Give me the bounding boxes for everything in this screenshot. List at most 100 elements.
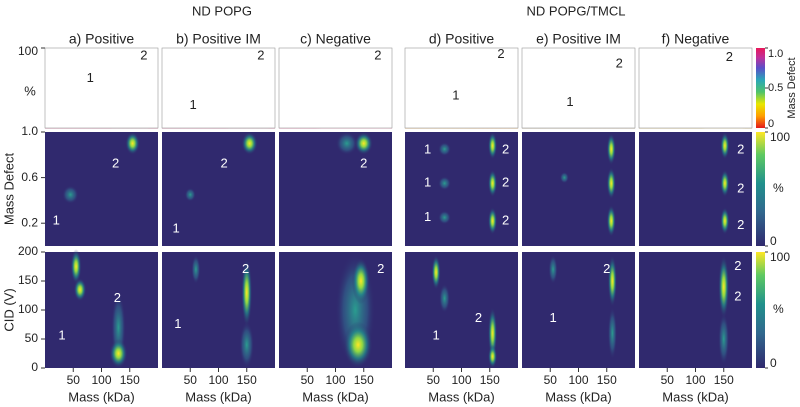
heatmap-bg xyxy=(405,132,518,246)
heatmap-blob xyxy=(488,132,498,160)
x-axis-label: Mass (kDa) xyxy=(662,389,728,404)
y-tick-label: 1.0 xyxy=(21,124,38,138)
x-tick-label: 100 xyxy=(685,373,705,387)
colorbar-tick-label: 0 xyxy=(770,234,777,248)
peak-label: 2 xyxy=(242,261,249,276)
heatmap-blob xyxy=(109,339,128,368)
heatmap-blob xyxy=(606,133,616,166)
peak-label: 2 xyxy=(112,155,119,170)
colorbar-tick-label: 0.5 xyxy=(768,82,783,94)
heatmap-blob xyxy=(438,142,451,156)
x-tick-label: 150 xyxy=(714,373,734,387)
heatmap-blob xyxy=(488,169,498,197)
peak-label: 2 xyxy=(737,142,744,157)
x-axis-label: Mass (kDa) xyxy=(545,389,611,404)
x-tick-label: 50 xyxy=(184,373,198,387)
x-tick-label: 50 xyxy=(544,373,558,387)
heatmap-blob xyxy=(718,312,730,366)
peak-label: 1 xyxy=(549,310,556,325)
panel xyxy=(522,58,635,368)
peak-label: 2 xyxy=(502,212,509,227)
heatmap-blob xyxy=(70,249,82,284)
heatmap-blob xyxy=(62,185,79,204)
heatmap-blob xyxy=(239,321,254,368)
peak-label: 1 xyxy=(174,316,181,331)
heatmap-blob xyxy=(438,176,451,191)
heatmap-blob xyxy=(191,254,201,284)
panel-title: a) Positive xyxy=(69,31,135,47)
heatmap-blob xyxy=(354,132,373,155)
heatmap-blob xyxy=(607,307,617,360)
y-axis-label: % xyxy=(24,83,36,98)
peak-label: 1 xyxy=(424,209,431,224)
peak-label: 1 xyxy=(53,212,60,227)
y-axis-label: Mass Defect xyxy=(1,152,16,225)
peak-label: 2 xyxy=(257,47,264,62)
x-tick-label: 100 xyxy=(451,373,471,387)
panel-title: f) Negative xyxy=(662,31,730,47)
peak-label: 1 xyxy=(87,70,94,85)
panel xyxy=(279,52,392,368)
peak-label: 2 xyxy=(616,55,623,70)
colorbar-label: Mass Defect xyxy=(786,57,798,118)
x-tick-label: 100 xyxy=(568,373,588,387)
hist-frame xyxy=(278,47,393,129)
peak-label: 1 xyxy=(566,94,573,109)
y-tick-label: 0 xyxy=(31,360,38,374)
panel-title: d) Positive xyxy=(429,31,495,47)
hist-frame xyxy=(638,47,753,129)
peak-label: 2 xyxy=(737,180,744,195)
peak-label: 2 xyxy=(734,258,741,273)
hist-frame xyxy=(404,47,519,129)
x-tick-label: 100 xyxy=(325,373,345,387)
panel xyxy=(405,59,518,368)
colorbar xyxy=(756,48,765,128)
peak-label: 2 xyxy=(114,290,121,305)
x-tick-label: 50 xyxy=(301,373,315,387)
peak-label: 2 xyxy=(140,47,147,62)
heatmap-blob xyxy=(241,132,258,155)
group-title: ND POPG/TMCL xyxy=(527,3,626,18)
peak-label: 2 xyxy=(374,47,381,62)
peak-label: 2 xyxy=(726,49,733,64)
x-axis-label: Mass (kDa) xyxy=(68,389,134,404)
heatmap-bg xyxy=(45,132,158,246)
heatmap-bg xyxy=(639,252,752,368)
heatmap-bg xyxy=(522,132,635,246)
peak-label: 2 xyxy=(221,155,228,170)
heatmap-bg xyxy=(639,132,752,246)
x-tick-label: 50 xyxy=(427,373,441,387)
peak-label: 1 xyxy=(452,87,459,102)
hist-frame xyxy=(44,47,159,129)
x-axis-label: Mass (kDa) xyxy=(185,389,251,404)
y-tick-label: 50 xyxy=(25,331,39,345)
peak-label: 2 xyxy=(734,289,741,304)
heatmap-blob xyxy=(439,283,450,313)
peak-label: 2 xyxy=(502,175,509,190)
heatmap-bg xyxy=(522,252,635,368)
peak-label: 2 xyxy=(360,155,367,170)
y-tick-label: 0.2 xyxy=(21,215,38,229)
heatmap-bg xyxy=(279,132,392,246)
peak-label: 1 xyxy=(189,97,196,112)
heatmap-blob xyxy=(431,254,441,290)
peak-label: 1 xyxy=(173,220,180,235)
x-tick-label: 150 xyxy=(354,373,374,387)
peak-label: 2 xyxy=(377,261,384,276)
heatmap-bg xyxy=(162,252,275,368)
heatmap-blob xyxy=(488,344,498,368)
colorbar xyxy=(756,132,765,246)
heatmap-blob xyxy=(720,169,730,197)
panel-title: e) Positive IM xyxy=(536,31,621,47)
x-tick-label: 100 xyxy=(208,373,228,387)
x-axis-label: Mass (kDa) xyxy=(302,389,368,404)
peak-label: 2 xyxy=(737,217,744,232)
heatmap-blob xyxy=(73,278,87,302)
colorbar xyxy=(756,252,765,368)
colorbar-label: % xyxy=(773,181,784,195)
colorbar-tick-label: 100 xyxy=(770,250,790,264)
peak-label: 1 xyxy=(58,328,65,343)
panel-title: c) Negative xyxy=(300,31,371,47)
heatmap-blob xyxy=(720,207,730,235)
y-tick-label: 150 xyxy=(18,273,38,287)
